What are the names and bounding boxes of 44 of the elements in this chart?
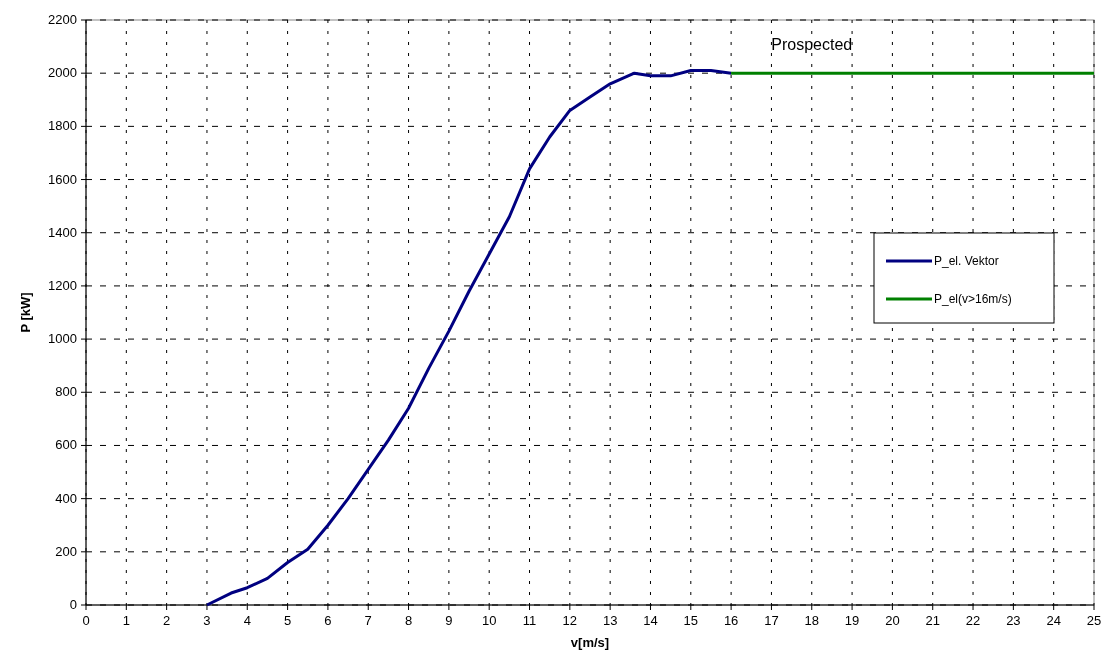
- x-tick-label: 13: [602, 613, 618, 628]
- x-tick-label: 16: [723, 613, 739, 628]
- x-tick-label: 8: [404, 613, 413, 628]
- x-tick-label: 25: [1086, 613, 1102, 628]
- y-tick-label: 600: [55, 437, 77, 453]
- legend-label: P_el(v>16m/s): [934, 292, 1012, 306]
- y-tick-label: 0: [69, 597, 77, 612]
- x-tick-label: 5: [283, 613, 292, 628]
- x-tick-label: 19: [844, 613, 860, 628]
- x-tick-label: 2: [163, 613, 171, 628]
- x-tick-label: 17: [764, 613, 779, 628]
- x-tick-label: 11: [522, 613, 537, 628]
- x-tick-label: 15: [683, 613, 699, 628]
- y-tick-label: 1600: [48, 171, 77, 187]
- x-tick-label: 9: [445, 613, 453, 628]
- x-tick-label: 21: [925, 613, 940, 628]
- annotation: Prospected: [771, 36, 853, 53]
- x-tick-label: 7: [364, 613, 372, 628]
- y-tick-label: 1800: [48, 118, 77, 134]
- y-tick-label: 200: [55, 543, 77, 559]
- y-tick-label: 1400: [48, 224, 77, 240]
- x-tick-label: 1: [122, 613, 130, 628]
- legend-label: P_el. Vektor: [934, 254, 999, 268]
- x-tick-label: 3: [203, 613, 211, 628]
- x-tick-label: 24: [1046, 613, 1061, 628]
- x-tick-label: 0: [82, 613, 90, 628]
- x-tick-label: 6: [324, 613, 332, 628]
- y-tick-label: 800: [55, 384, 77, 400]
- y-tick-label: 1200: [48, 277, 77, 293]
- x-tick-label: 20: [885, 613, 900, 628]
- x-axis-title: v[m/s]: [570, 635, 610, 650]
- x-tick-label: 14: [643, 613, 658, 628]
- y-tick-label: 2000: [48, 65, 77, 81]
- x-tick-label: 23: [1006, 613, 1021, 628]
- y-axis-title: P [kW]: [18, 292, 33, 333]
- x-tick-label: 12: [562, 613, 578, 628]
- line-series: [205, 69, 733, 607]
- x-tick-label: 10: [481, 613, 497, 628]
- x-tick-label: 22: [965, 613, 981, 628]
- x-tick-label: 4: [243, 613, 251, 628]
- y-tick-label: 400: [55, 490, 77, 506]
- x-tick-label: 18: [804, 613, 819, 628]
- y-tick-label: 1000: [48, 331, 77, 347]
- y-tick-label: 2200: [48, 12, 77, 27]
